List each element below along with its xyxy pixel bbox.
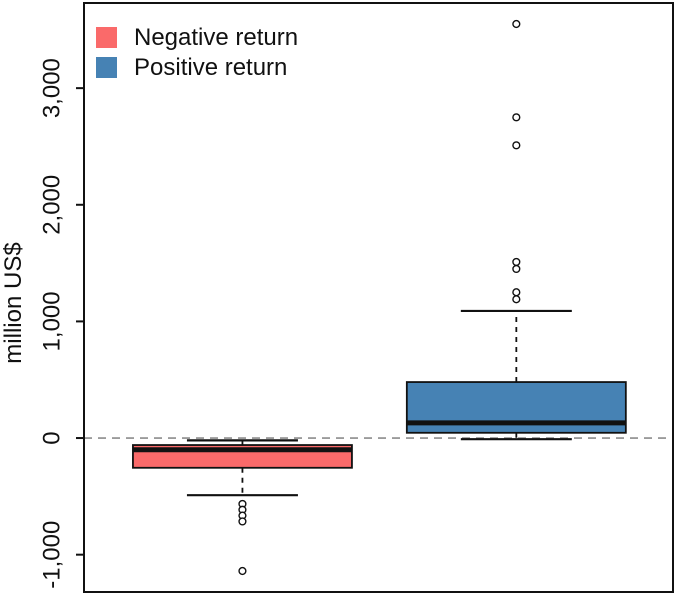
outlier-point-positive-return xyxy=(512,288,521,297)
legend-swatch-negative-return xyxy=(96,27,117,48)
legend-item-positive-return: Positive return xyxy=(96,54,298,81)
outlier-point-positive-return xyxy=(512,113,521,122)
legend-label-positive-return: Positive return xyxy=(134,54,288,81)
outlier-point-positive-return xyxy=(512,257,521,267)
outlier-point-positive-return xyxy=(512,264,521,274)
y-tick-label: 3,000 xyxy=(39,58,66,118)
y-tick-label: 0 xyxy=(39,431,66,444)
outlier-point-positive-return xyxy=(512,19,521,29)
outlier-point-negative-return xyxy=(238,566,247,576)
legend: Negative return Positive return xyxy=(96,24,299,87)
legend-label-negative-return: Negative return xyxy=(134,24,299,51)
y-tick-label: 1,000 xyxy=(39,291,66,351)
legend-item-negative-return: Negative return xyxy=(96,24,299,51)
outlier-point-positive-return xyxy=(512,141,521,150)
legend-swatch-positive-return xyxy=(96,57,117,78)
y-tick-label: 2,000 xyxy=(39,175,66,235)
plot-border xyxy=(83,2,674,593)
outlier-point-positive-return xyxy=(512,295,521,304)
y-axis-label: million US$ xyxy=(0,242,27,364)
y-tick-label: -1,000 xyxy=(39,521,66,589)
outlier-point-negative-return xyxy=(238,517,247,526)
